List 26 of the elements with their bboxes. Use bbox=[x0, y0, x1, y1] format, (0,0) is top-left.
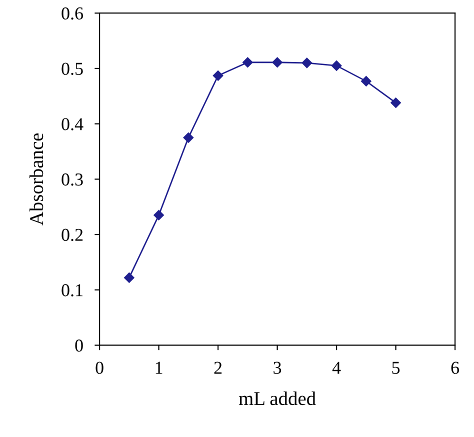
x-tick-label: 2 bbox=[214, 362, 222, 374]
point bbox=[302, 58, 312, 68]
point bbox=[272, 57, 282, 68]
y-tick-label: 0.1 bbox=[62, 284, 82, 296]
point bbox=[361, 76, 372, 86]
x-tick-label: 5 bbox=[392, 362, 400, 374]
point bbox=[331, 60, 342, 71]
y-tick-label: 0.2 bbox=[62, 228, 83, 242]
x-tick-label: 4 bbox=[332, 362, 341, 374]
y-tick-label: 0.4 bbox=[62, 118, 84, 130]
y-axis-title: Absorbance bbox=[29, 133, 44, 226]
point bbox=[183, 132, 194, 143]
y-tick-label: 0.3 bbox=[62, 173, 83, 186]
x-tick-label: 6 bbox=[451, 362, 460, 374]
point bbox=[390, 98, 401, 108]
x-tick-label: 1 bbox=[156, 362, 162, 374]
x-axis-title: mL added bbox=[238, 391, 316, 406]
x-tick-label: 3 bbox=[274, 362, 282, 374]
point bbox=[124, 272, 134, 283]
y-tick-label: 0 bbox=[75, 339, 83, 352]
point bbox=[212, 70, 224, 81]
y-tick-label: 0.6 bbox=[62, 7, 84, 20]
point bbox=[154, 210, 164, 220]
y-tick-label: 0.5 bbox=[62, 62, 83, 75]
x-tick-label: 0 bbox=[96, 362, 104, 374]
point bbox=[242, 57, 253, 68]
